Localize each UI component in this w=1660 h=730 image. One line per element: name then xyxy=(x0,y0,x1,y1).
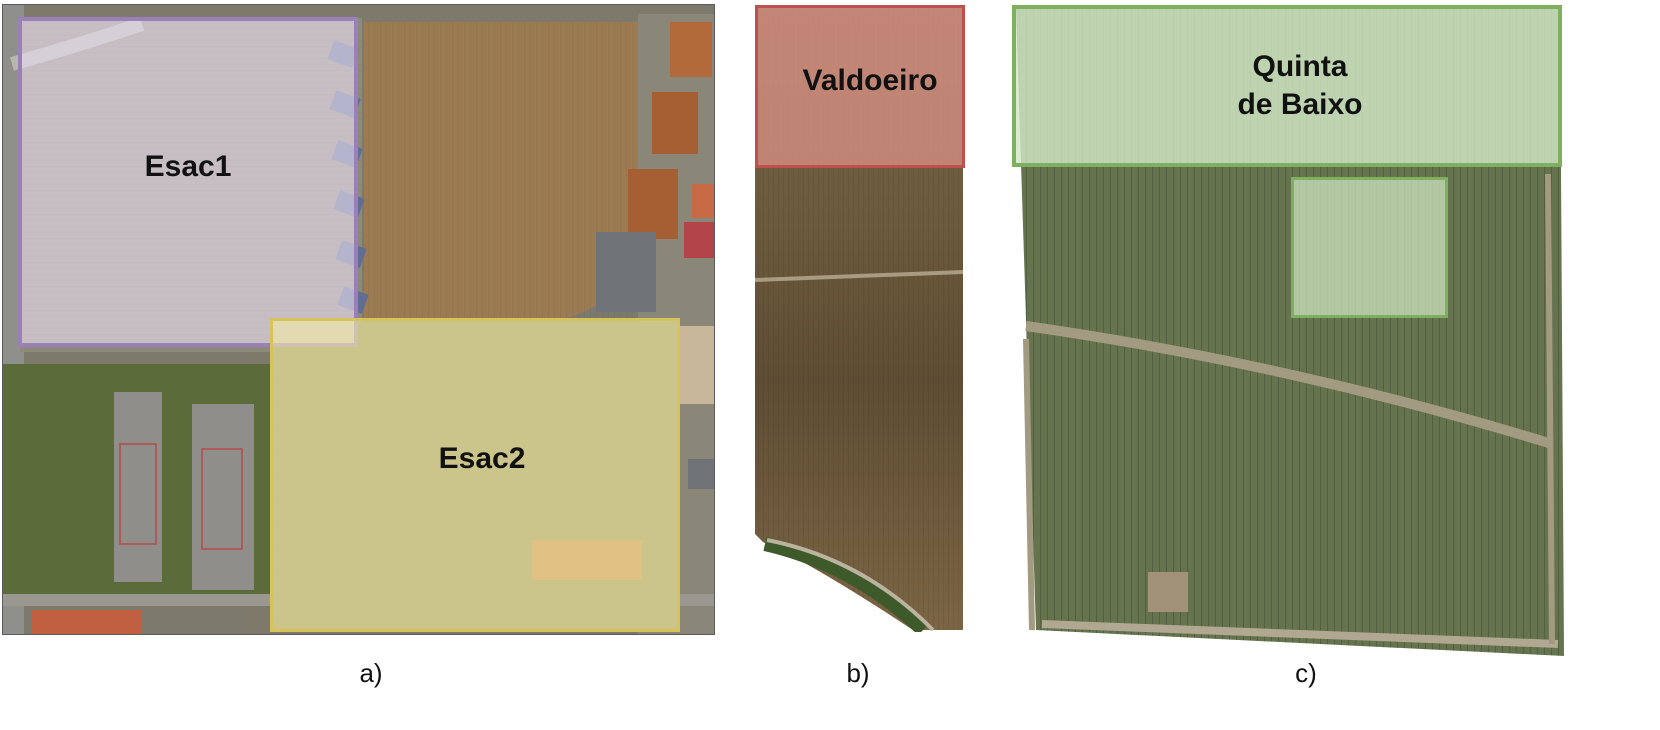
panel-c-photo xyxy=(1012,4,1564,656)
region-quinta-de-baixo-subplot xyxy=(1291,177,1448,318)
caption-c: c) xyxy=(1295,658,1317,688)
region-esac1 xyxy=(18,17,358,347)
region-quinta-de-baixo-label: Quinta de Baixo xyxy=(1237,50,1363,121)
region-quinta-de-baixo xyxy=(1012,5,1562,167)
caption-a: a) xyxy=(359,658,383,688)
region-valdoeiro-label: Valdoeiro xyxy=(802,64,938,97)
region-esac1-label: Esac1 xyxy=(144,150,232,183)
region-valdoeiro xyxy=(755,5,965,168)
region-esac2-label: Esac2 xyxy=(438,442,526,475)
region-esac2 xyxy=(270,318,680,632)
caption-b: b) xyxy=(846,658,870,688)
